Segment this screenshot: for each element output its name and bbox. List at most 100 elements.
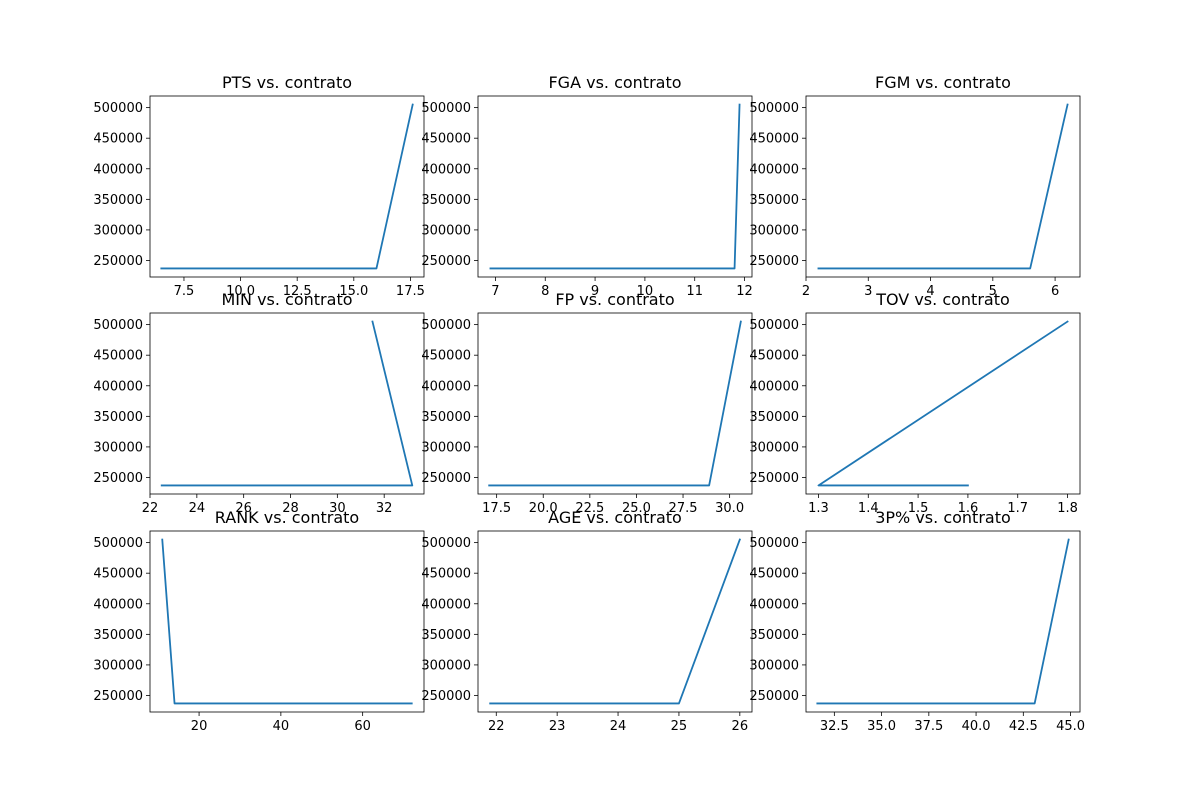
- axes-frame: [477, 530, 753, 713]
- x-tick-label: 40: [273, 719, 290, 734]
- axes-frame: [805, 530, 1081, 713]
- x-tick-label: 1.7: [1007, 501, 1028, 516]
- x-tick-label: 40.0: [962, 719, 991, 734]
- x-tick-label: 30: [329, 501, 346, 516]
- y-tick-label: 250000: [749, 254, 799, 269]
- x-tick-label: 20: [191, 719, 208, 734]
- y-tick-label: 400000: [93, 379, 143, 394]
- x-tick-label: 3: [864, 284, 872, 299]
- y-tick-label: 300000: [749, 658, 799, 673]
- series-line: [816, 538, 1070, 705]
- y-tick-label: 400000: [93, 597, 143, 612]
- axes-frame: [477, 312, 753, 495]
- y-tick-label: 250000: [421, 689, 471, 704]
- y-tick-label: 350000: [749, 628, 799, 643]
- x-tick-label: 1.3: [808, 501, 829, 516]
- y-tick-label: 350000: [421, 628, 471, 643]
- y-tick-label: 450000: [93, 349, 143, 364]
- x-tick-label: 1.4: [858, 501, 879, 516]
- subplot-1: 7.5 10.0 12.5 15.0 17.5 250000 300000 350000 400…: [93, 73, 425, 299]
- y-tick-label: 500000: [421, 101, 471, 116]
- x-tick-label: 10.0: [226, 284, 255, 299]
- x-tick-label: 22: [488, 719, 505, 734]
- y-tick-label: 250000: [421, 471, 471, 486]
- y-tick-label: 350000: [421, 410, 471, 425]
- x-tick-label: 5: [989, 284, 997, 299]
- y-tick-label: 350000: [421, 193, 471, 208]
- subplot-3: 2 3 4 5 6 250000 300000 350000 400000 450000 50000…: [749, 73, 1081, 299]
- axes-frame: [477, 95, 753, 278]
- subplot-title: MIN vs. contrato: [222, 290, 353, 309]
- subplot-6: 1.3 1.4 1.5 1.6 1.7 1.8 250000 300000 350000 4000…: [749, 290, 1081, 516]
- x-tick-label: 4: [926, 284, 934, 299]
- subplot-9: 32.5 35.0 37.5 40.0 42.5 45.0 250000 300000 3500…: [749, 508, 1085, 734]
- y-tick-label: 450000: [93, 567, 143, 582]
- y-tick-label: 450000: [421, 349, 471, 364]
- y-tick-label: 400000: [421, 379, 471, 394]
- x-tick-label: 42.5: [1009, 719, 1038, 734]
- x-tick-label: 1.6: [958, 501, 979, 516]
- subplot-title: 3P% vs. contrato: [875, 508, 1011, 527]
- x-tick-label: 25: [671, 719, 688, 734]
- x-tick-label: 1.8: [1057, 501, 1078, 516]
- x-tick-label: 2: [802, 284, 810, 299]
- series-line: [489, 538, 741, 705]
- x-tick-label: 26: [732, 719, 749, 734]
- series-line: [817, 103, 1069, 270]
- x-tick-label: 22.5: [575, 501, 604, 516]
- subplot-title: FGM vs. contrato: [875, 73, 1011, 92]
- x-tick-label: 45.0: [1056, 719, 1085, 734]
- x-tick-label: 25.0: [622, 501, 651, 516]
- subplot-title: PTS vs. contrato: [222, 73, 352, 92]
- y-tick-label: 500000: [93, 318, 143, 333]
- x-tick-label: 12: [736, 284, 753, 299]
- subplot-5: 17.5 20.0 22.5 25.0 27.5 30.0 250000 300000 3500…: [421, 290, 753, 516]
- y-tick-label: 250000: [749, 471, 799, 486]
- axes-frame: [805, 95, 1081, 278]
- subplot-title: FP vs. contrato: [555, 290, 674, 309]
- x-tick-label: 26: [235, 501, 252, 516]
- y-tick-label: 500000: [93, 536, 143, 551]
- y-tick-label: 450000: [93, 132, 143, 147]
- axes-frame: [149, 95, 425, 278]
- x-tick-label: 35.0: [867, 719, 896, 734]
- x-tick-label: 27.5: [669, 501, 698, 516]
- y-tick-label: 400000: [93, 162, 143, 177]
- x-tick-label: 30.0: [715, 501, 744, 516]
- axes-frame: [149, 530, 425, 713]
- y-tick-label: 250000: [93, 254, 143, 269]
- y-tick-label: 350000: [749, 193, 799, 208]
- y-tick-label: 300000: [421, 658, 471, 673]
- series-line: [488, 320, 742, 487]
- y-tick-label: 450000: [421, 132, 471, 147]
- x-tick-label: 6: [1051, 284, 1059, 299]
- y-tick-label: 400000: [421, 162, 471, 177]
- y-tick-label: 300000: [749, 440, 799, 455]
- y-tick-label: 400000: [749, 379, 799, 394]
- x-tick-label: 17.5: [396, 284, 425, 299]
- x-tick-label: 24: [610, 719, 627, 734]
- subplot-2: 7 8 9 10 11 12 250000 300000 350000 400000 450000 5…: [421, 73, 752, 299]
- x-tick-label: 1.5: [908, 501, 929, 516]
- subplot-8: 22 23 24 25 26 250000 300000 350000 400000 450000…: [421, 508, 753, 734]
- y-tick-label: 250000: [93, 471, 143, 486]
- x-tick-label: 32: [376, 501, 393, 516]
- y-tick-label: 300000: [93, 658, 143, 673]
- x-tick-label: 22: [142, 501, 159, 516]
- y-tick-label: 300000: [93, 223, 143, 238]
- y-tick-label: 500000: [421, 536, 471, 551]
- y-tick-label: 450000: [421, 567, 471, 582]
- x-tick-label: 17.5: [482, 501, 511, 516]
- x-tick-label: 32.5: [820, 719, 849, 734]
- y-tick-label: 300000: [93, 440, 143, 455]
- x-tick-label: 15.0: [339, 284, 368, 299]
- series-line: [160, 103, 414, 270]
- x-tick-label: 8: [541, 284, 549, 299]
- x-tick-label: 10: [637, 284, 654, 299]
- x-tick-label: 37.5: [914, 719, 943, 734]
- y-tick-label: 350000: [749, 410, 799, 425]
- y-tick-label: 450000: [749, 349, 799, 364]
- subplot-title: AGE vs. contrato: [548, 508, 682, 527]
- x-tick-label: 24: [189, 501, 206, 516]
